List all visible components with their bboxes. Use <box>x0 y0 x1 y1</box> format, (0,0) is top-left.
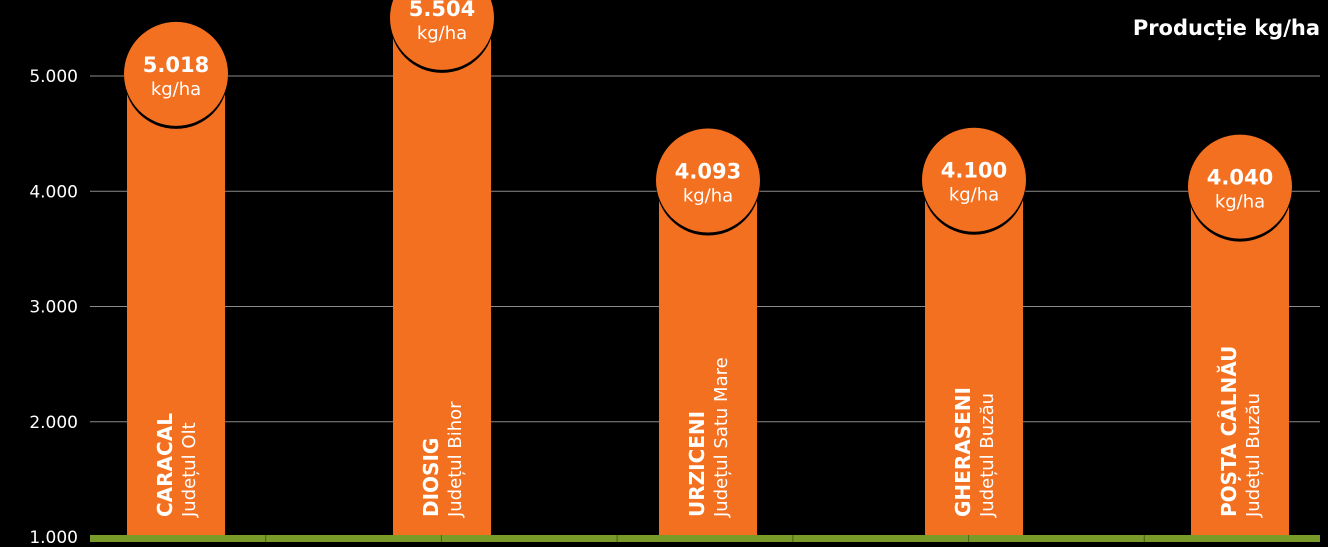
y-tick-label: 1.000 <box>29 528 78 547</box>
category-sublabel: Județul Satu Mare <box>711 357 732 518</box>
category-sublabel: Județul Buzău <box>1243 393 1264 518</box>
baseline-axis <box>90 535 1320 542</box>
data-label: 4.093 <box>675 160 741 184</box>
data-label: 5.018 <box>143 53 209 77</box>
data-label-unit: kg/ha <box>151 79 201 100</box>
bar <box>925 179 1023 537</box>
data-label: 5.504 <box>409 0 475 21</box>
value-bubble <box>656 128 760 233</box>
category-label: URZICENI <box>685 411 709 517</box>
data-label: 4.100 <box>941 159 1007 183</box>
category-sublabel: Județul Bihor <box>445 401 466 518</box>
value-bubble <box>124 21 228 126</box>
category-label: DIOSIG <box>419 438 443 517</box>
y-tick-label: 2.000 <box>29 413 78 433</box>
value-bubble <box>1188 134 1292 239</box>
bar <box>1191 186 1289 537</box>
y-tick-label: 4.000 <box>29 182 78 202</box>
category-sublabel: Județul Olt <box>179 422 200 518</box>
chart-title: Producție kg/ha <box>1133 16 1320 41</box>
y-axis: 1.000 2.000 3.000 4.000 5.000 <box>29 67 78 547</box>
data-label-unit: kg/ha <box>949 185 999 206</box>
baseline-bar <box>90 535 1320 542</box>
data-label: 4.040 <box>1207 166 1273 190</box>
data-label-unit: kg/ha <box>683 186 733 207</box>
value-bubble <box>390 0 494 70</box>
bar <box>393 17 491 537</box>
category-label: CARACAL <box>153 413 177 517</box>
bar <box>659 180 757 538</box>
data-label-unit: kg/ha <box>417 23 467 44</box>
data-label-unit: kg/ha <box>1215 192 1265 213</box>
bar <box>127 73 225 537</box>
value-bubble <box>922 127 1026 232</box>
y-tick-label: 5.000 <box>29 67 78 87</box>
y-tick-label: 3.000 <box>29 298 78 318</box>
category-label: GHERASENI <box>951 387 975 517</box>
category-label: POȘTA CÂLNĂU <box>1217 346 1241 517</box>
category-sublabel: Județul Buzău <box>977 393 998 518</box>
